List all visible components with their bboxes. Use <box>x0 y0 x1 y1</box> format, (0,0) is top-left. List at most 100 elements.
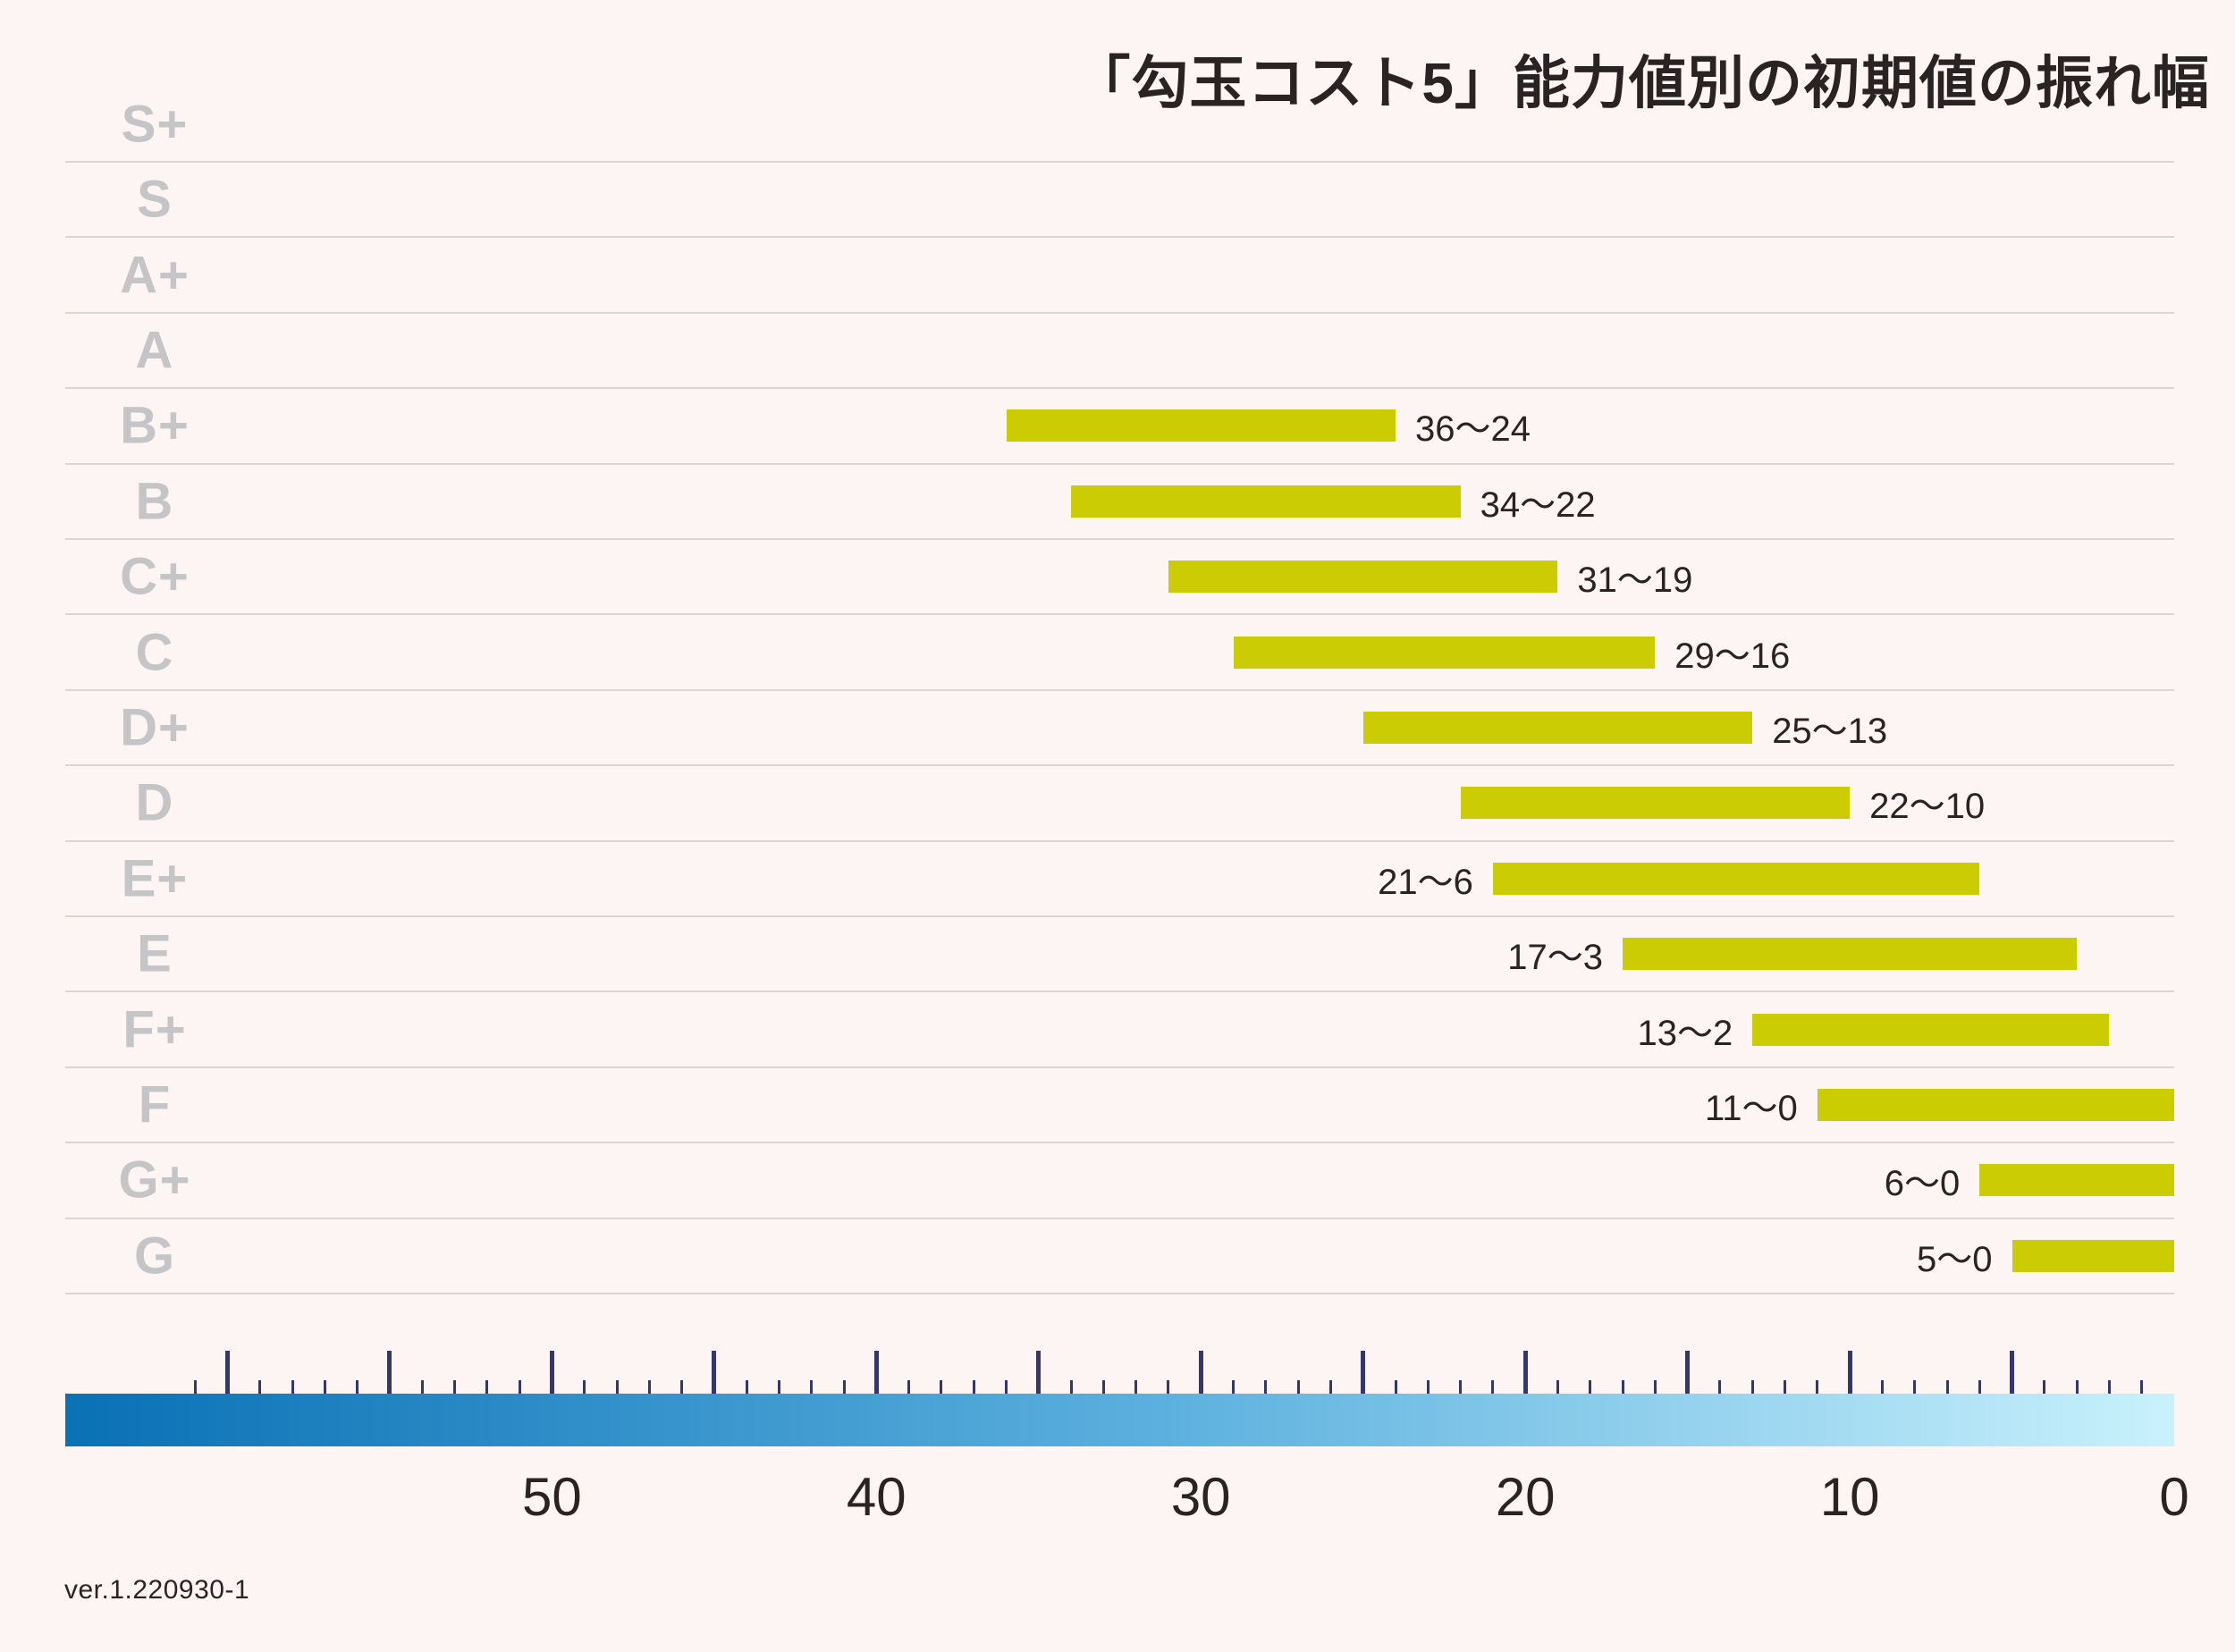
minor-tick <box>1750 1380 1754 1394</box>
range-bar <box>1460 787 1851 820</box>
axis-tick-label: 40 <box>846 1467 907 1527</box>
grade-row-s: S <box>65 163 2174 239</box>
range-bar <box>2012 1239 2174 1272</box>
range-bar <box>1071 485 1461 518</box>
grade-row-a: A <box>65 314 2174 390</box>
range-label: 29〜16 <box>1674 636 1791 676</box>
grade-label: D <box>135 773 174 832</box>
version-label: ver.1.220930-1 <box>64 1575 250 1605</box>
minor-tick <box>2140 1380 2144 1394</box>
range-label: 5〜0 <box>1917 1239 1993 1279</box>
minor-tick <box>777 1380 780 1394</box>
axis-ruler-ticks <box>65 1351 2174 1394</box>
minor-tick <box>2043 1380 2046 1394</box>
minor-tick <box>485 1380 489 1394</box>
range-bar <box>1233 636 1656 669</box>
grade-row-aplus: A+ <box>65 238 2174 314</box>
major-tick <box>1198 1351 1203 1394</box>
minor-tick <box>1394 1380 1397 1394</box>
grade-label: E+ <box>121 849 189 908</box>
minor-tick <box>940 1380 943 1394</box>
major-tick <box>712 1351 717 1394</box>
minor-tick <box>1621 1380 1624 1394</box>
major-tick <box>1522 1351 1528 1394</box>
grade-row-d: D 22〜10 <box>65 766 2174 842</box>
range-label: 25〜13 <box>1772 711 1888 751</box>
grade-label: E <box>137 924 173 983</box>
grade-row-gplus: G+ 6〜0 <box>65 1143 2174 1219</box>
grade-row-dplus: D+ 25〜13 <box>65 691 2174 767</box>
grade-row-fplus: F+ 13〜2 <box>65 992 2174 1068</box>
grade-label: S+ <box>121 95 189 154</box>
range-label: 36〜24 <box>1415 409 1531 450</box>
grade-row-g: G 5〜0 <box>65 1219 2174 1294</box>
grade-row-cplus: C+ 31〜19 <box>65 540 2174 616</box>
minor-tick <box>1816 1380 1819 1394</box>
range-bar <box>1979 1164 2174 1197</box>
minor-tick <box>1589 1380 1592 1394</box>
minor-tick <box>193 1380 197 1394</box>
axis-tick-label: 0 <box>2159 1467 2189 1527</box>
range-label: 17〜3 <box>1507 938 1603 978</box>
grade-row-bplus: B+ 36〜24 <box>65 389 2174 465</box>
range-label: 6〜0 <box>1884 1164 1961 1204</box>
axis-tick-labels: 50 40 30 20 10 0 <box>65 1466 2189 1538</box>
grade-label: A+ <box>120 246 190 305</box>
minor-tick <box>1784 1380 1786 1394</box>
range-bar <box>1623 938 2078 971</box>
minor-tick <box>1718 1380 1722 1394</box>
range-label: 13〜2 <box>1637 1013 1733 1053</box>
minor-tick <box>1328 1380 1332 1394</box>
grade-label: D+ <box>120 698 190 757</box>
minor-tick <box>518 1380 521 1394</box>
range-bar <box>1492 862 1980 895</box>
minor-tick <box>745 1380 748 1394</box>
major-tick <box>1847 1351 1852 1394</box>
minor-tick <box>258 1380 262 1394</box>
grade-label: G+ <box>118 1150 191 1210</box>
minor-tick <box>1264 1380 1268 1394</box>
grade-row-eplus: E+ 21〜6 <box>65 842 2174 917</box>
minor-tick <box>1069 1380 1073 1394</box>
axis-tick-label: 20 <box>1495 1467 1556 1527</box>
range-bar <box>1006 409 1396 442</box>
grade-row-c: C 29〜16 <box>65 615 2174 691</box>
minor-tick <box>1556 1380 1559 1394</box>
range-bar <box>1752 1013 2110 1046</box>
major-tick <box>1036 1351 1042 1394</box>
minor-tick <box>1945 1380 1949 1394</box>
minor-tick <box>2075 1380 2079 1394</box>
grade-label: A <box>135 321 174 380</box>
chart-title: 「勾玉コスト5」能力値別の初期値の振れ幅 <box>1073 51 2210 115</box>
range-bar <box>1817 1088 2174 1121</box>
minor-tick <box>453 1380 456 1394</box>
axis-tick-label: 50 <box>522 1467 582 1527</box>
grade-label: C+ <box>120 547 190 606</box>
grade-label: C <box>135 623 174 682</box>
major-tick <box>2010 1351 2014 1394</box>
minor-tick <box>323 1380 326 1394</box>
minor-tick <box>1880 1380 1884 1394</box>
minor-tick <box>1978 1380 1981 1394</box>
major-tick <box>225 1351 230 1394</box>
grade-label: F <box>138 1075 172 1134</box>
axis-tick-label: 30 <box>1170 1467 1231 1527</box>
range-label: 34〜22 <box>1480 485 1596 525</box>
minor-tick <box>1134 1380 1138 1394</box>
grade-label: B+ <box>120 396 190 455</box>
range-bar <box>1168 560 1558 594</box>
minor-tick <box>972 1380 975 1394</box>
range-bar <box>1362 711 1753 744</box>
minor-tick <box>1459 1380 1463 1394</box>
range-label: 22〜10 <box>1869 787 1986 827</box>
grade-label: G <box>133 1226 176 1285</box>
minor-tick <box>647 1380 651 1394</box>
grade-row-e: E 17〜3 <box>65 917 2174 993</box>
range-label: 11〜0 <box>1705 1088 1798 1128</box>
minor-tick <box>583 1380 586 1394</box>
minor-tick <box>1491 1380 1495 1394</box>
range-label: 21〜6 <box>1378 862 1473 902</box>
minor-tick <box>907 1380 911 1394</box>
minor-tick <box>1426 1380 1430 1394</box>
